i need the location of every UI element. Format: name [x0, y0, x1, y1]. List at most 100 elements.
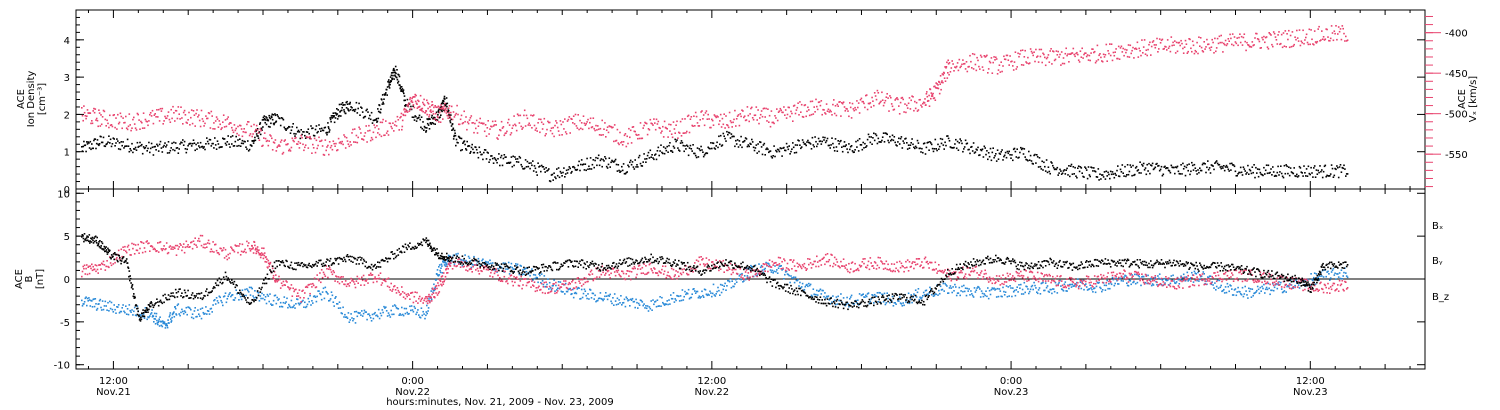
vx-point: [478, 121, 481, 124]
vx-point: [1327, 36, 1329, 38]
vx-point: [126, 128, 129, 131]
by-point: [198, 313, 200, 315]
vx-point: [435, 106, 437, 108]
density-point: [228, 143, 230, 145]
by-point: [411, 309, 414, 311]
vx-point: [1250, 46, 1253, 48]
density-point: [296, 126, 298, 129]
density-point: [821, 140, 823, 143]
density-point: [781, 155, 783, 157]
by-point: [1265, 286, 1268, 289]
vx-point: [446, 114, 449, 117]
by-point: [168, 322, 170, 324]
density-point: [730, 133, 733, 135]
density-point: [262, 116, 265, 119]
by-point: [683, 295, 685, 298]
vx-point: [1063, 62, 1066, 65]
density-point: [837, 140, 839, 142]
vx-point: [825, 103, 828, 105]
by-point: [1262, 287, 1264, 290]
density-point: [770, 155, 773, 158]
density-point: [1143, 169, 1146, 171]
by-point: [716, 290, 718, 293]
by-point: [809, 283, 812, 286]
density-point: [349, 101, 351, 104]
density-point: [349, 103, 351, 105]
density-point: [169, 149, 172, 152]
vx-point: [125, 127, 128, 129]
density-point: [822, 136, 824, 139]
vx-point: [1263, 35, 1265, 38]
density-point: [812, 144, 815, 146]
vx-point: [857, 102, 860, 104]
density-point: [160, 147, 163, 149]
vx-point: [913, 109, 915, 112]
vx-point: [640, 137, 643, 140]
vx-point: [859, 99, 862, 101]
density-point: [924, 153, 927, 155]
density-point: [201, 145, 204, 148]
vx-point: [144, 118, 147, 121]
density-point: [400, 89, 403, 91]
by-point: [1066, 290, 1068, 292]
by-point: [113, 304, 115, 306]
by-point: [890, 300, 893, 302]
by-point: [743, 280, 745, 282]
vx-point: [567, 118, 570, 121]
by-point: [434, 286, 436, 289]
by-point: [949, 285, 952, 287]
vx-point: [589, 121, 591, 124]
density-point: [143, 147, 146, 150]
by-point: [849, 296, 852, 298]
by-point: [922, 295, 924, 297]
by-point: [158, 318, 160, 320]
density-point: [220, 146, 222, 148]
density-point: [1184, 174, 1187, 177]
density-point: [880, 141, 882, 143]
density-point: [487, 152, 489, 154]
vx-point: [754, 114, 757, 116]
vx-point: [761, 115, 764, 118]
vx-point: [279, 145, 281, 147]
vx-point: [559, 120, 562, 122]
vx-point: [1060, 64, 1062, 66]
density-point: [238, 144, 240, 147]
vx-point: [1149, 41, 1151, 44]
by-point: [983, 293, 986, 295]
density-point: [162, 146, 164, 148]
density-point: [854, 149, 856, 151]
density-point: [851, 150, 854, 152]
density-point: [1093, 167, 1095, 169]
vx-point: [484, 124, 487, 126]
density-point: [1173, 166, 1175, 169]
density-point: [1311, 172, 1313, 174]
by-point: [480, 264, 482, 266]
density-point: [836, 150, 839, 152]
by-point: [644, 307, 646, 309]
by-point: [479, 265, 481, 267]
vx-point: [702, 118, 704, 120]
by-point: [460, 259, 463, 261]
vx-point: [277, 145, 279, 147]
vx-point: [903, 111, 905, 113]
by-point: [853, 303, 855, 305]
density-point: [175, 147, 178, 149]
density-point: [761, 153, 764, 156]
density-point: [127, 145, 130, 147]
by-point: [497, 267, 499, 270]
by-point: [177, 303, 180, 305]
by-point: [355, 310, 358, 313]
density-point: [890, 139, 892, 142]
density-point: [1193, 163, 1196, 166]
density-point: [1084, 166, 1086, 168]
density-point: [696, 147, 699, 149]
vx-point: [654, 128, 657, 131]
density-point: [664, 147, 667, 150]
density-point: [972, 142, 975, 144]
vx-point: [1007, 59, 1010, 61]
by-point: [326, 291, 328, 294]
density-point: [962, 150, 964, 153]
vx-point: [394, 120, 397, 123]
by-point: [408, 312, 410, 315]
by-point: [616, 297, 619, 300]
